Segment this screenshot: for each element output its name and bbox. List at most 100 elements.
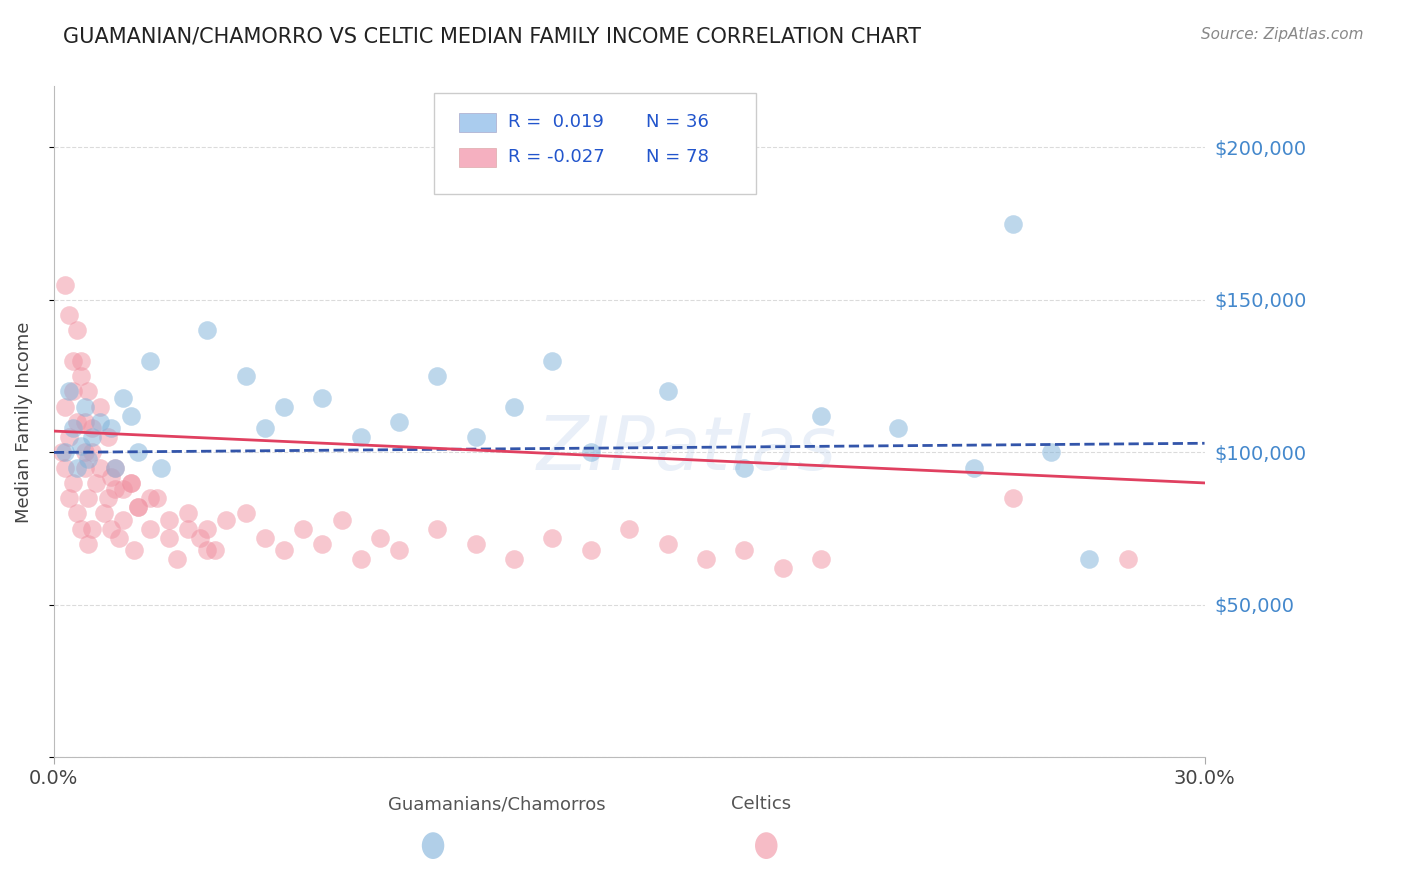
Point xyxy=(204,543,226,558)
Point xyxy=(292,522,315,536)
Point xyxy=(104,460,127,475)
Point xyxy=(124,543,146,558)
Point xyxy=(96,491,118,506)
Point xyxy=(104,460,127,475)
Point xyxy=(138,491,160,506)
Point xyxy=(195,543,218,558)
Point xyxy=(120,475,142,490)
Point xyxy=(62,384,84,399)
Point xyxy=(108,531,131,545)
Point xyxy=(157,531,180,545)
Point xyxy=(541,531,564,545)
Point xyxy=(111,482,134,496)
Point xyxy=(253,421,276,435)
Point xyxy=(66,415,89,429)
Point xyxy=(127,500,149,515)
Point xyxy=(111,512,134,526)
Point xyxy=(96,430,118,444)
Point xyxy=(69,369,91,384)
Point xyxy=(58,491,80,506)
Point xyxy=(73,400,96,414)
Point xyxy=(733,460,755,475)
Point xyxy=(426,369,449,384)
Point xyxy=(157,512,180,526)
Point xyxy=(388,543,411,558)
Point xyxy=(150,460,173,475)
Point xyxy=(810,409,832,423)
Point xyxy=(120,409,142,423)
Point xyxy=(93,507,115,521)
Point xyxy=(69,522,91,536)
Point xyxy=(69,354,91,368)
Point xyxy=(120,475,142,490)
Text: ZIPatlas: ZIPatlas xyxy=(537,413,837,484)
Point xyxy=(886,421,908,435)
Point xyxy=(1078,552,1101,566)
Point xyxy=(215,512,238,526)
Point xyxy=(89,460,111,475)
Point xyxy=(58,384,80,399)
Point xyxy=(657,384,679,399)
Point xyxy=(127,500,149,515)
Point xyxy=(77,491,100,506)
Point xyxy=(89,415,111,429)
Point xyxy=(579,445,602,459)
Point xyxy=(66,323,89,337)
Point xyxy=(350,552,373,566)
Point xyxy=(104,482,127,496)
Point xyxy=(311,537,333,551)
Point xyxy=(51,445,73,459)
Point xyxy=(253,531,276,545)
Point xyxy=(311,391,333,405)
Point xyxy=(195,522,218,536)
Point xyxy=(73,445,96,459)
Point xyxy=(53,400,76,414)
Point xyxy=(810,552,832,566)
Point xyxy=(66,507,89,521)
Point xyxy=(66,460,89,475)
Point xyxy=(1001,217,1024,231)
Point xyxy=(733,543,755,558)
Point xyxy=(58,430,80,444)
FancyBboxPatch shape xyxy=(458,148,496,167)
Point xyxy=(111,391,134,405)
Point xyxy=(82,445,104,459)
Y-axis label: Median Family Income: Median Family Income xyxy=(15,321,32,523)
Point xyxy=(330,512,353,526)
Point xyxy=(146,491,169,506)
Point xyxy=(62,354,84,368)
Text: Source: ZipAtlas.com: Source: ZipAtlas.com xyxy=(1201,27,1364,42)
FancyBboxPatch shape xyxy=(458,113,496,132)
Point xyxy=(73,415,96,429)
Point xyxy=(541,354,564,368)
FancyBboxPatch shape xyxy=(433,93,756,194)
Point xyxy=(138,354,160,368)
Text: GUAMANIAN/CHAMORRO VS CELTIC MEDIAN FAMILY INCOME CORRELATION CHART: GUAMANIAN/CHAMORRO VS CELTIC MEDIAN FAMI… xyxy=(63,27,921,46)
Point xyxy=(503,552,526,566)
Point xyxy=(1001,491,1024,506)
Text: R =  0.019: R = 0.019 xyxy=(509,113,605,131)
Point xyxy=(138,522,160,536)
Point xyxy=(69,439,91,453)
Point xyxy=(100,421,122,435)
Point xyxy=(772,561,794,575)
Point xyxy=(426,522,449,536)
Point xyxy=(62,475,84,490)
Point xyxy=(1116,552,1139,566)
Point xyxy=(77,384,100,399)
Text: N = 36: N = 36 xyxy=(647,113,709,131)
Point xyxy=(84,475,107,490)
Point xyxy=(77,451,100,466)
Point xyxy=(58,308,80,322)
Text: R = -0.027: R = -0.027 xyxy=(509,148,605,166)
Point xyxy=(53,460,76,475)
Point xyxy=(235,507,257,521)
Point xyxy=(188,531,211,545)
Point xyxy=(166,552,188,566)
Point xyxy=(273,400,295,414)
Point xyxy=(82,522,104,536)
Point xyxy=(273,543,295,558)
Point xyxy=(657,537,679,551)
Point xyxy=(619,522,641,536)
Point xyxy=(53,277,76,292)
